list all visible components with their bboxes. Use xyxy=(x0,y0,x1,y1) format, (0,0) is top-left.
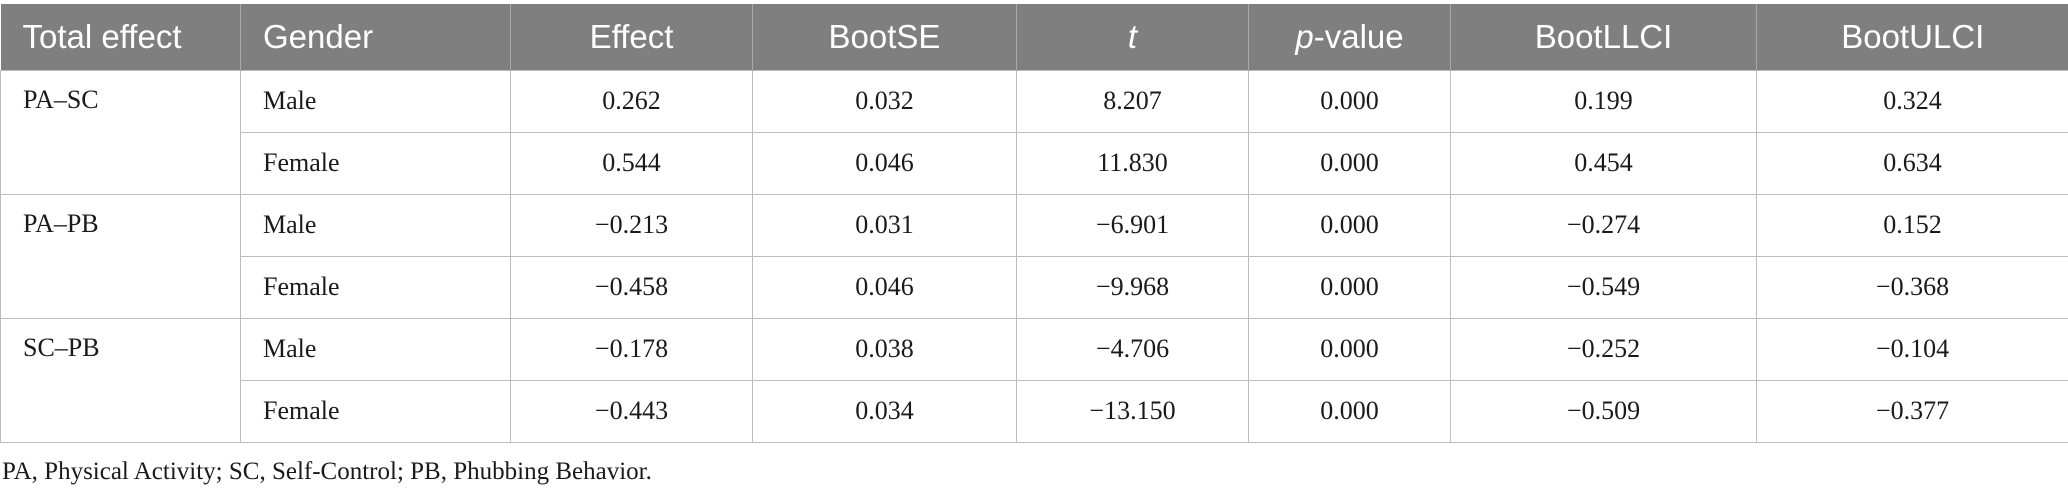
p-cell: 0.000 xyxy=(1248,193,1451,257)
t-cell: −4.706 xyxy=(1016,317,1249,381)
table-row: PA–SC Male 0.262 0.032 8.207 0.000 0.199… xyxy=(0,69,2068,195)
llci-cell: −0.274 xyxy=(1450,193,1757,257)
p-cell: 0.000 xyxy=(1248,317,1451,381)
effect-cell: 0.544 xyxy=(510,131,753,195)
table-row: SC–PB Male −0.178 0.038 −4.706 0.000 −0.… xyxy=(0,317,2068,443)
llci-cell: −0.549 xyxy=(1450,255,1757,319)
t-cell: 8.207 xyxy=(1016,69,1249,133)
gender-cell: Female xyxy=(240,131,511,195)
ulci-cell: 0.634 xyxy=(1756,131,2068,195)
header-effect: Effect xyxy=(510,4,753,70)
effect-cell: −0.213 xyxy=(510,193,753,257)
effect-cell: −0.178 xyxy=(510,317,753,381)
table-row: Female −0.458 0.046 −9.968 0.000 −0.549 … xyxy=(1,255,2068,319)
effect-cell: −0.443 xyxy=(510,379,753,443)
header-p-italic: p xyxy=(1295,17,1314,55)
table-row: Female 0.544 0.046 11.830 0.000 0.454 0.… xyxy=(1,131,2068,195)
gender-cell: Female xyxy=(240,379,511,443)
header-t: t xyxy=(1016,4,1249,70)
header-bootllci: BootLLCI xyxy=(1450,4,1757,70)
t-cell: −13.150 xyxy=(1016,379,1249,443)
bootse-cell: 0.046 xyxy=(752,131,1017,195)
ulci-cell: 0.152 xyxy=(1756,193,2068,257)
p-cell: 0.000 xyxy=(1248,69,1451,133)
group-label: PA–PB xyxy=(0,193,241,319)
ulci-cell: 0.324 xyxy=(1756,69,2068,133)
header-p-suffix: -value xyxy=(1313,17,1404,55)
header-p-value: p-value xyxy=(1248,4,1451,70)
p-cell: 0.000 xyxy=(1248,131,1451,195)
ulci-cell: −0.104 xyxy=(1756,317,2068,381)
header-total-effect: Total effect xyxy=(22,17,182,55)
header-bootulci: BootULCI xyxy=(1756,4,2068,70)
table-row: Female −0.443 0.034 −13.150 0.000 −0.509… xyxy=(1,379,2068,443)
t-cell: −9.968 xyxy=(1016,255,1249,319)
llci-cell: −0.252 xyxy=(1450,317,1757,381)
gender-cell: Male xyxy=(240,193,511,257)
llci-cell: 0.454 xyxy=(1450,131,1757,195)
bootse-cell: 0.038 xyxy=(752,317,1017,381)
bootse-cell: 0.046 xyxy=(752,255,1017,319)
ulci-cell: −0.377 xyxy=(1756,379,2068,443)
ulci-cell: −0.368 xyxy=(1756,255,2068,319)
bootse-cell: 0.032 xyxy=(752,69,1017,133)
llci-cell: 0.199 xyxy=(1450,69,1757,133)
llci-cell: −0.509 xyxy=(1450,379,1757,443)
t-cell: 11.830 xyxy=(1016,131,1249,195)
gender-cell: Male xyxy=(240,317,511,381)
p-cell: 0.000 xyxy=(1248,255,1451,319)
effect-cell: 0.262 xyxy=(510,69,753,133)
table-footnote: PA, Physical Activity; SC, Self-Control;… xyxy=(2,458,652,485)
gender-cell: Male xyxy=(240,69,511,133)
table-row: PA–PB Male −0.213 0.031 −6.901 0.000 −0.… xyxy=(0,193,2068,319)
header-row: Total effect Gender Effect BootSE t p-va… xyxy=(0,4,2068,70)
bootse-cell: 0.034 xyxy=(752,379,1017,443)
results-table: Total effect Gender Effect BootSE t p-va… xyxy=(0,4,2068,443)
bootse-cell: 0.031 xyxy=(752,193,1017,257)
header-gender: Gender xyxy=(240,4,511,70)
header-bootse: BootSE xyxy=(752,4,1017,70)
group-label: SC–PB xyxy=(0,317,241,443)
header-t-italic: t xyxy=(1127,17,1138,55)
group-label: PA–SC xyxy=(0,69,241,195)
gender-cell: Female xyxy=(240,255,511,319)
t-cell: −6.901 xyxy=(1016,193,1249,257)
effect-cell: −0.458 xyxy=(510,255,753,319)
p-cell: 0.000 xyxy=(1248,379,1451,443)
